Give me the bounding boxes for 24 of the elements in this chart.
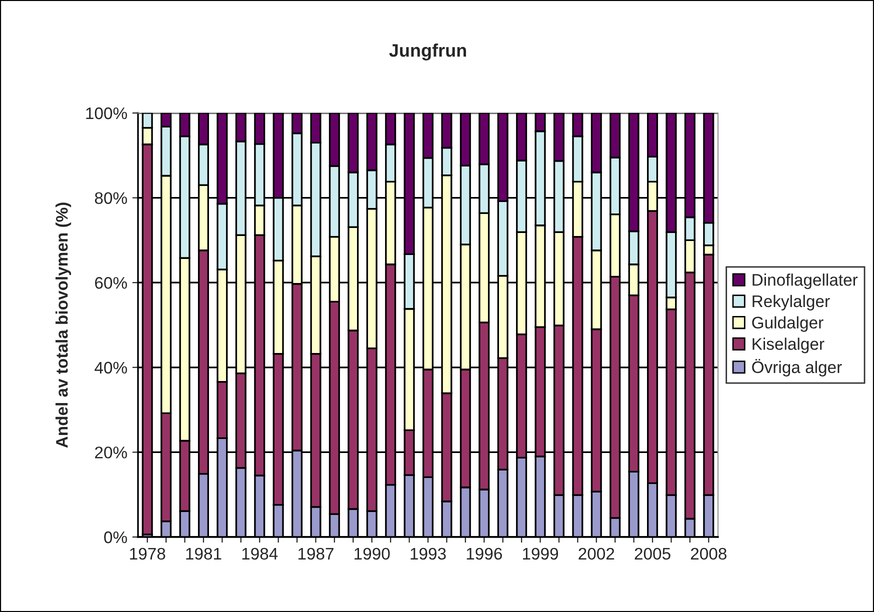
x-tick-label: 2008 <box>690 548 726 560</box>
y-tick-label: 0% <box>104 531 127 544</box>
y-tick-label: 80% <box>94 192 127 204</box>
y-tick-label: 100% <box>86 107 127 120</box>
x-tick-label: 1981 <box>186 548 222 560</box>
y-tick-label: 40% <box>94 362 127 374</box>
x-tick-label: 1978 <box>130 548 166 560</box>
x-tick-label: 2002 <box>578 548 614 560</box>
x-tick-label: 1993 <box>410 548 446 560</box>
y-axis-title: Andel av totala biovolymen (%) <box>56 202 72 448</box>
x-tick-label: 1987 <box>298 548 334 560</box>
legend-label: Guldalger <box>752 316 824 332</box>
x-tick-label: 2005 <box>634 548 670 560</box>
y-tick-label: 20% <box>95 446 127 458</box>
x-tick-label: 1999 <box>522 548 558 560</box>
legend-label: Dinoflagellater <box>752 274 858 290</box>
x-tick-label: 1990 <box>354 548 390 560</box>
x-tick-label: 1984 <box>242 548 278 560</box>
chart-title: Jungfrun <box>389 44 466 60</box>
x-tick-label: 1996 <box>466 548 502 560</box>
legend-label: Kiselalger <box>752 338 824 354</box>
legend-label: Rekylalger <box>752 294 830 310</box>
legend-label: Övriga alger <box>752 359 842 376</box>
y-tick-label: 60% <box>95 277 127 289</box>
